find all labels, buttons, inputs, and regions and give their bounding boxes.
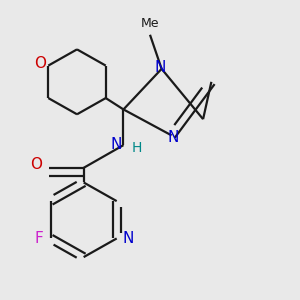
Text: N: N [154, 60, 166, 75]
Text: F: F [34, 231, 43, 246]
Text: Me: Me [141, 17, 159, 30]
Text: O: O [30, 157, 42, 172]
Text: N: N [110, 137, 122, 152]
Text: N: N [167, 130, 179, 145]
Text: H: H [132, 141, 142, 155]
Text: N: N [123, 231, 134, 246]
Text: O: O [34, 56, 46, 71]
